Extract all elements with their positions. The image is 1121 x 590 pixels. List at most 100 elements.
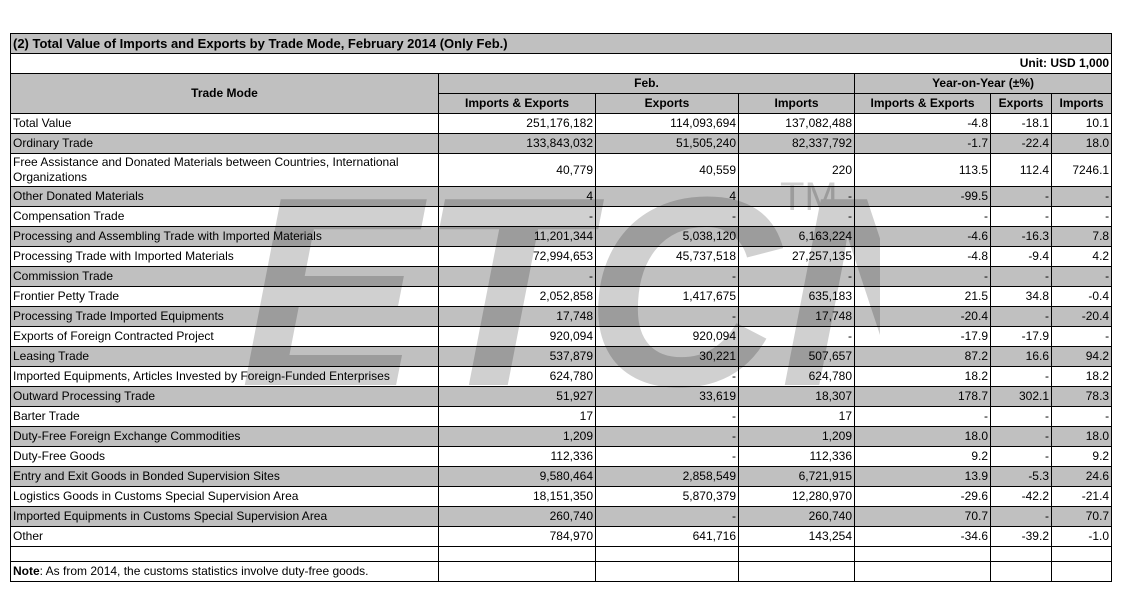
table-row: Barter Trade 17-17- - - xyxy=(10,406,1113,427)
cell-yoy-exports: - xyxy=(990,426,1052,447)
cell-feb-imports-exports: 9,580,464 xyxy=(438,466,596,487)
cell-feb-exports: - xyxy=(595,426,739,447)
cell-feb-imports: 82,337,792 xyxy=(738,133,855,154)
empty-cell xyxy=(1050,546,1113,562)
trade-mode-table: (2) Total Value of Imports and Exports b… xyxy=(9,33,1113,582)
header-row-2: Imports & Exports Exports Imports Import… xyxy=(11,93,1113,114)
row-trade-mode: Barter Trade xyxy=(10,406,439,427)
row-trade-mode: Other xyxy=(10,526,439,547)
cell-yoy-imports: 78.3 xyxy=(1050,386,1113,407)
row-trade-mode: Imported Equipments in Customs Special S… xyxy=(10,506,439,527)
cell-yoy-imports-exports: 178.7 xyxy=(854,386,991,407)
cell-yoy-imports-exports: -99.5 xyxy=(854,186,991,207)
empty-cell xyxy=(1050,561,1113,582)
row-trade-mode: Outward Processing Trade xyxy=(10,386,439,407)
empty-cell xyxy=(990,546,1052,562)
cell-feb-imports-exports: 112,336 xyxy=(438,446,596,467)
cell-yoy-imports-exports: - xyxy=(854,406,991,427)
cell-yoy-exports: -42.2 xyxy=(990,486,1052,507)
cell-yoy-exports: -17.9 xyxy=(990,326,1052,347)
cell-feb-imports: 507,657 xyxy=(738,346,855,367)
cell-yoy-imports-exports: -29.6 xyxy=(854,486,991,507)
cell-yoy-imports: 9.2 xyxy=(1050,446,1113,467)
cell-feb-imports: 260,740 xyxy=(738,506,855,527)
cell-feb-exports: - xyxy=(595,266,739,287)
table-row: Duty-Free Goods 112,336-112,336 9.2-9.2 xyxy=(10,446,1113,467)
spacer-row xyxy=(10,546,1113,562)
table-row: Processing Trade Imported Equipments 17,7… xyxy=(10,306,1113,327)
row-trade-mode: Compensation Trade xyxy=(10,206,439,227)
row-trade-mode: Commission Trade xyxy=(10,266,439,287)
cell-feb-imports: 18,307 xyxy=(738,386,855,407)
cell-yoy-exports: - xyxy=(990,506,1052,527)
cell-yoy-exports: -5.3 xyxy=(990,466,1052,487)
cell-feb-imports: 137,082,488 xyxy=(738,113,855,134)
cell-yoy-exports: -9.4 xyxy=(990,246,1052,267)
table-row: Imported Equipments in Customs Special S… xyxy=(10,506,1113,527)
cell-feb-imports: - xyxy=(738,206,855,227)
cell-yoy-exports: - xyxy=(990,306,1052,327)
table-row: Imported Equipments, Articles Invested b… xyxy=(10,366,1113,387)
row-trade-mode: Frontier Petty Trade xyxy=(10,286,439,307)
table-row: Compensation Trade - - - - - - xyxy=(10,206,1113,227)
cell-feb-exports: 5,038,120 xyxy=(595,226,739,247)
cell-yoy-imports: 10.1 xyxy=(1050,113,1113,134)
cell-feb-imports-exports: 4 xyxy=(438,186,596,207)
cell-feb-imports-exports: 72,994,653 xyxy=(438,246,596,267)
cell-feb-imports: 1,209 xyxy=(738,426,855,447)
unit-label: Unit: USD 1,000 xyxy=(9,53,1113,74)
cell-feb-exports: 33,619 xyxy=(595,386,739,407)
cell-feb-imports-exports: 251,176,182 xyxy=(438,113,596,134)
row-trade-mode: Exports of Foreign Contracted Project xyxy=(10,326,439,347)
cell-feb-imports-exports: 784,970 xyxy=(438,526,596,547)
cell-yoy-imports-exports: -34.6 xyxy=(854,526,991,547)
cell-yoy-imports: - xyxy=(1050,406,1113,427)
cell-feb-exports: - xyxy=(595,206,739,227)
table-row: Other Donated Materials 4 4- -99.5- - xyxy=(10,186,1113,207)
empty-cell xyxy=(10,546,439,562)
cell-feb-imports: 27,257,135 xyxy=(738,246,855,267)
cell-yoy-imports-exports: 70.7 xyxy=(854,506,991,527)
cell-yoy-imports: -20.4 xyxy=(1050,306,1113,327)
cell-yoy-imports-exports: 13.9 xyxy=(854,466,991,487)
row-trade-mode: Duty-Free Foreign Exchange Commodities xyxy=(10,426,439,447)
row-trade-mode: Processing Trade Imported Equipments xyxy=(10,306,439,327)
cell-feb-imports-exports: 17,748 xyxy=(438,306,596,327)
table-title-row: (2) Total Value of Imports and Exports b… xyxy=(9,33,1113,54)
note-label: Note xyxy=(13,564,40,578)
cell-yoy-exports: -16.3 xyxy=(990,226,1052,247)
header-row-1: Trade Mode Feb. Year-on-Year (±%) xyxy=(10,73,1113,114)
cell-yoy-imports: 7.8 xyxy=(1050,226,1113,247)
cell-feb-imports-exports: 624,780 xyxy=(438,366,596,387)
row-trade-mode: Processing Trade with Imported Materials xyxy=(10,246,439,267)
header-yoy-imports: Imports xyxy=(1050,93,1113,114)
row-trade-mode: Processing and Assembling Trade with Imp… xyxy=(10,226,439,247)
cell-feb-imports: 17 xyxy=(738,406,855,427)
cell-yoy-imports: -0.4 xyxy=(1050,286,1113,307)
cell-feb-imports: 112,336 xyxy=(738,446,855,467)
header-yoy-exports: Exports xyxy=(990,93,1052,114)
cell-yoy-exports: 34.8 xyxy=(990,286,1052,307)
cell-feb-imports-exports: 1,209 xyxy=(438,426,596,447)
empty-cell xyxy=(595,561,739,582)
cell-yoy-imports-exports: - xyxy=(854,266,991,287)
cell-feb-imports: 6,721,915 xyxy=(738,466,855,487)
cell-feb-imports: 6,163,224 xyxy=(738,226,855,247)
cell-yoy-imports-exports: -20.4 xyxy=(854,306,991,327)
cell-feb-imports-exports: 51,927 xyxy=(438,386,596,407)
cell-yoy-imports: 7246.1 xyxy=(1050,153,1113,187)
cell-feb-imports-exports: - xyxy=(438,206,596,227)
table-row: Logistics Goods in Customs Special Super… xyxy=(10,486,1113,507)
table-row: Frontier Petty Trade 2,052,858 1,417,675 63… xyxy=(10,286,1113,307)
cell-feb-imports-exports: 920,094 xyxy=(438,326,596,347)
table-title: (2) Total Value of Imports and Exports b… xyxy=(9,33,1113,54)
table-row: Ordinary Trade 133,843,032 51,505,240 82,33… xyxy=(10,133,1113,154)
table-row: Leasing Trade 537,879 30,221 507,657 87.2 16.… xyxy=(10,346,1113,367)
cell-yoy-imports-exports: 113.5 xyxy=(854,153,991,187)
empty-cell xyxy=(854,561,991,582)
trade-mode-table-container: (2) Total Value of Imports and Exports b… xyxy=(9,33,1113,582)
header-trade-mode: Trade Mode xyxy=(10,73,439,114)
cell-feb-imports: - xyxy=(738,326,855,347)
table-row: Total Value 251,176,182 114,093,694 137,082… xyxy=(10,113,1113,134)
cell-feb-imports: 220 xyxy=(738,153,855,187)
